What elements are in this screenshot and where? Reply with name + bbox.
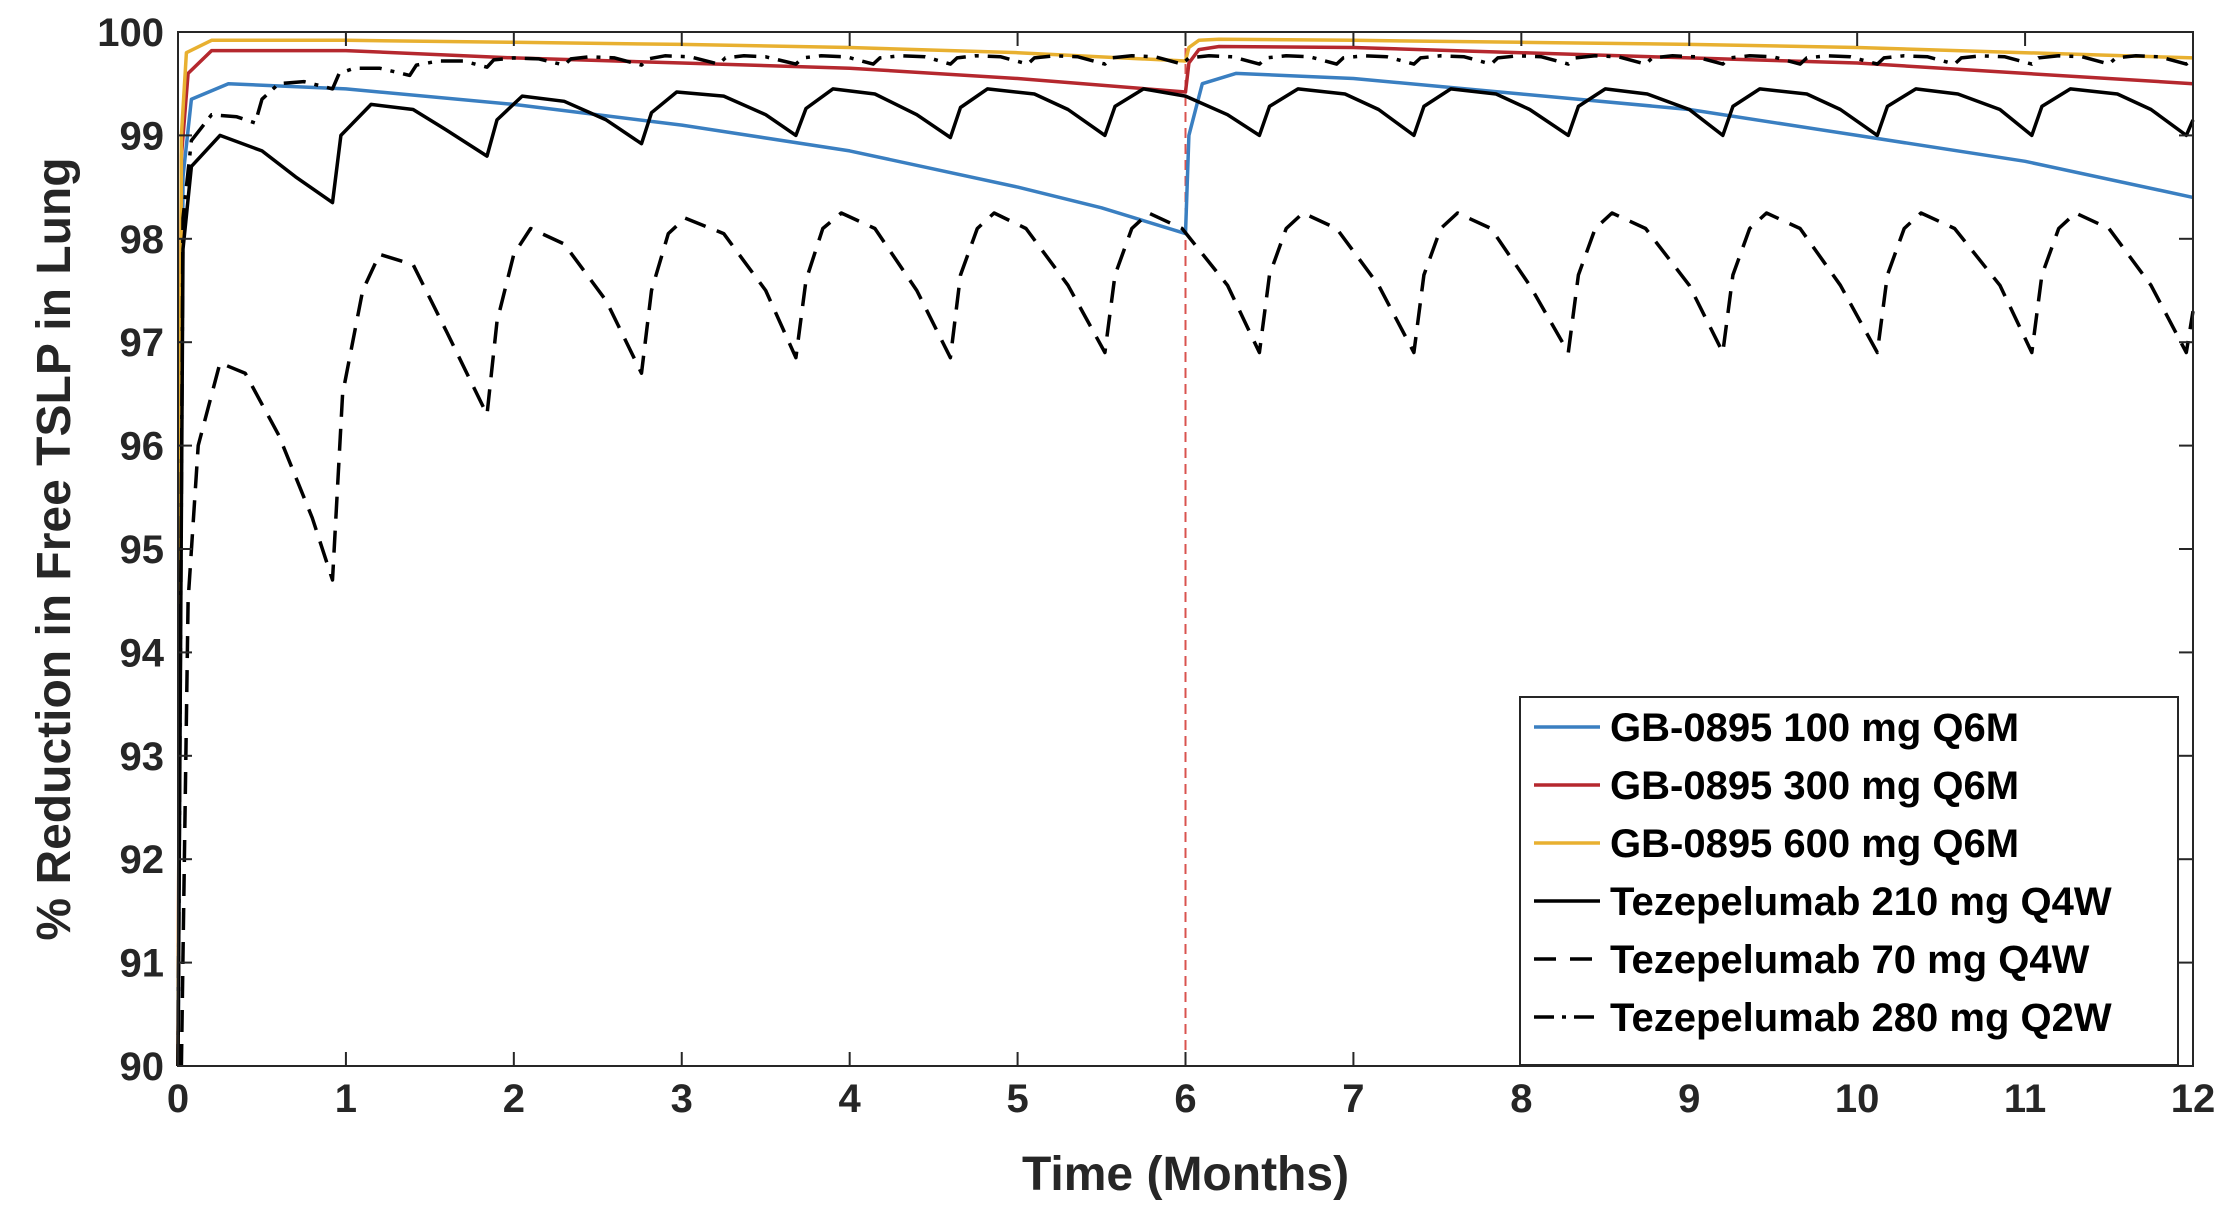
- y-tick-label: 95: [120, 528, 165, 572]
- series-line-6: [176, 54, 2195, 1067]
- y-tick-label: 91: [120, 942, 165, 986]
- y-tick-label: 100: [97, 11, 164, 55]
- y-axis-label: % Reduction in Free TSLP in Lung: [28, 157, 81, 940]
- series-line-2: [176, 44, 2194, 1067]
- x-tick-label: 6: [1174, 1077, 1196, 1121]
- legend-box: [1519, 696, 2179, 1066]
- y-tick-label: 92: [120, 838, 165, 882]
- x-tick-label: 12: [2171, 1077, 2216, 1121]
- x-tick-label: 4: [839, 1077, 862, 1121]
- y-tick-label: 94: [120, 631, 165, 675]
- x-axis: 0 1 2 3 4 5 6 7 8 9 10 11 12: [167, 32, 2215, 1121]
- y-tick-label: 96: [120, 425, 165, 469]
- x-tick-label: 7: [1342, 1077, 1364, 1121]
- x-tick-label: 10: [1835, 1077, 1880, 1121]
- legend-label-5: Tezepelumab 70 mg Q4W: [1610, 938, 2090, 982]
- x-tick-label: 5: [1006, 1077, 1028, 1121]
- x-tick-label: 2: [503, 1077, 525, 1121]
- legend-label-3: GB-0895 600 mg Q6M: [1610, 822, 2019, 866]
- legend: GB-0895 100 mg Q6M GB-0895 300 mg Q6M GB-0…: [1519, 696, 2179, 1066]
- y-tick-label: 99: [120, 114, 165, 158]
- y-tick-label: 90: [120, 1045, 165, 1089]
- y-tick-label: 97: [120, 321, 165, 365]
- legend-label-1: GB-0895 100 mg Q6M: [1610, 706, 2019, 750]
- y-tick-label: 98: [120, 218, 165, 262]
- legend-label-4: Tezepelumab 210 mg Q4W: [1610, 880, 2112, 924]
- x-tick-label: 0: [167, 1077, 189, 1121]
- x-tick-label: 8: [1510, 1077, 1532, 1121]
- y-tick-label: 93: [120, 735, 165, 779]
- legend-label-2: GB-0895 300 mg Q6M: [1610, 764, 2019, 808]
- x-tick-label: 1: [335, 1077, 357, 1121]
- x-tick-label: 9: [1678, 1077, 1700, 1121]
- x-tick-label: 11: [2004, 1077, 2046, 1121]
- x-tick-label: 3: [671, 1077, 693, 1121]
- x-axis-label: Time (Months): [1022, 1148, 1349, 1201]
- y-axis: 90 91 92 93 94 95 96 97 98 99 100: [97, 11, 2193, 1089]
- series-line-1: [176, 71, 2194, 1067]
- legend-label-6: Tezepelumab 280 mg Q2W: [1610, 996, 2112, 1040]
- series-line-4: [176, 87, 2195, 1067]
